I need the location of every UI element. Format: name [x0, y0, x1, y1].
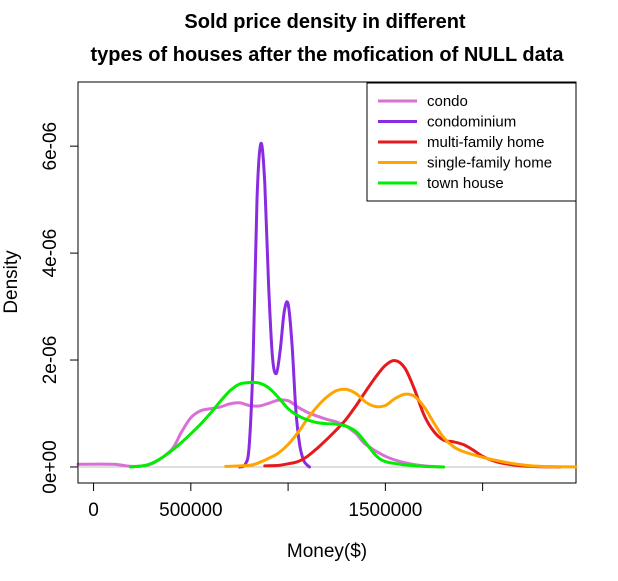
series-line-4 — [129, 380, 446, 469]
legend-label: single-family home — [427, 155, 552, 172]
y-tick-label: 4e-06 — [40, 229, 61, 278]
x-tick-label: 500000 — [159, 500, 222, 521]
legend-label: condominium — [427, 114, 516, 131]
series-layer — [76, 141, 578, 469]
legend: condo condominium multi-family home single-… — [366, 82, 577, 202]
y-tick-label: 0e+00 — [40, 440, 61, 493]
y-tick-label: 6e-06 — [40, 122, 61, 171]
chart-title-line-2: types of houses after the mofication of … — [90, 44, 564, 66]
x-axis: 0 500000 1500000 — [88, 482, 484, 521]
y-axis: 0e+00 2e-06 4e-06 6e-06 — [40, 122, 79, 494]
x-tick-label: 1500000 — [348, 500, 422, 521]
chart-title-line-1: Sold price density in different — [184, 11, 465, 33]
x-tick-label: 0 — [88, 500, 99, 521]
legend-label: condo — [427, 93, 468, 110]
legend-label: multi-family home — [427, 134, 545, 151]
series-line-0 — [76, 398, 446, 469]
y-tick-label: 2e-06 — [40, 336, 61, 385]
x-axis-label: Money($) — [287, 541, 367, 562]
legend-label: town house — [427, 175, 504, 192]
series-line-3 — [224, 387, 578, 469]
y-axis-label: Density — [1, 250, 22, 314]
series-line-1 — [238, 141, 311, 469]
